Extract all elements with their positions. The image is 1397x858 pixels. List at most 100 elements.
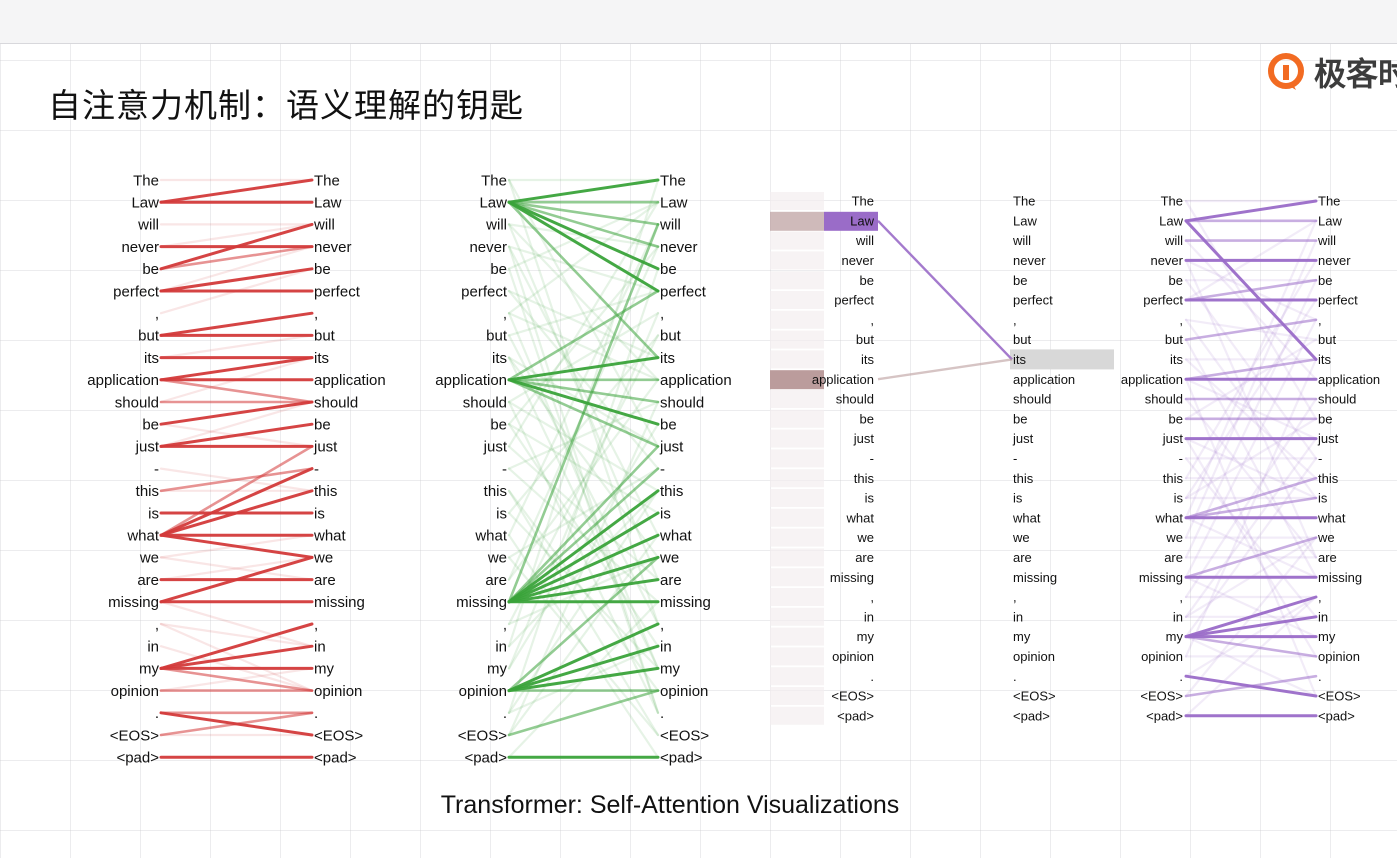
token-left-its: its: [1170, 352, 1184, 367]
token-right-punct: -: [314, 461, 319, 478]
token-left-is: is: [865, 491, 875, 506]
token-left-be: be: [860, 411, 874, 426]
browser-top-bar: [0, 0, 1397, 44]
token-right-law: Law: [660, 194, 688, 211]
attention-line-faint: [159, 400, 314, 448]
token-right-is: is: [1318, 491, 1328, 506]
attention-line-strong: [159, 467, 314, 537]
attention-line-medium: [1184, 318, 1318, 341]
token-left-are: are: [137, 572, 159, 589]
attention-weight-bar: [770, 429, 824, 448]
token-right-its: its: [1318, 352, 1332, 367]
token-left-we: we: [1165, 530, 1183, 545]
attention-weight-bar: [770, 548, 824, 567]
token-right-application: application: [660, 372, 732, 389]
attention-line-strong: [507, 533, 660, 604]
attention-line-faint: [1184, 239, 1318, 539]
token-right-what: what: [1012, 510, 1041, 525]
attention-weight-bar: [770, 192, 824, 210]
token-right-perfect: perfect: [660, 283, 707, 300]
token-right-opinion: opinion: [1013, 649, 1055, 664]
token-left-application: application: [435, 372, 507, 389]
attention-line-faint: [507, 312, 660, 381]
token-left-just: just: [853, 431, 875, 446]
attention-line-faint: [1184, 199, 1318, 420]
attention-weight-bar: [770, 271, 824, 290]
attention-line-medium: [1184, 358, 1318, 381]
token-left-we: we: [856, 530, 874, 545]
attention-line-strong: [159, 622, 314, 670]
attention-line-medium: [159, 378, 314, 404]
token-left-punct: -: [870, 451, 874, 466]
token-left-the: The: [1161, 194, 1183, 209]
token-left-punct: ,: [1179, 590, 1183, 605]
token-right-but: but: [1013, 332, 1031, 347]
token-left-perfect: perfect: [1143, 293, 1183, 308]
token-right-eos: <EOS>: [1318, 689, 1361, 704]
token-right-are: are: [1318, 550, 1337, 565]
token-left-should: should: [836, 392, 874, 407]
attention-weight-bar: [770, 647, 824, 666]
token-left-just: just: [483, 439, 508, 456]
token-left-my: my: [139, 661, 159, 678]
attention-line-strong: [1184, 219, 1318, 361]
attention-line-faint: [507, 378, 660, 581]
attention-line-faint: [159, 223, 314, 248]
attention-weight-bar: [770, 310, 824, 329]
attention-line-faint: [1184, 417, 1318, 500]
attention-weight-bar: [770, 449, 824, 468]
token-right-what: what: [659, 527, 693, 544]
token-left-missing: missing: [1139, 570, 1183, 585]
token-right-law: Law: [314, 194, 342, 211]
token-right-punct: -: [660, 461, 665, 478]
token-left-its: its: [144, 350, 159, 367]
attention-line-medium: [1184, 476, 1318, 520]
attention-line-faint: [1184, 635, 1318, 698]
token-left-punct: .: [1179, 669, 1183, 684]
token-left-pad: <pad>: [1146, 708, 1183, 723]
attention-panel-red: [159, 178, 314, 759]
attention-line-faint: [507, 445, 660, 581]
attention-line-faint: [1184, 239, 1318, 381]
token-left-are: are: [1164, 550, 1183, 565]
token-left-what: what: [126, 527, 160, 544]
token-right-punct: ,: [1013, 590, 1017, 605]
attention-line-medium: [507, 200, 660, 359]
token-left-law: Law: [131, 194, 159, 211]
token-left-punct: ,: [155, 305, 159, 322]
token-left-punct: ,: [1179, 312, 1183, 327]
token-labels-purple: The The Law Law will will never never be be perfec…: [1121, 194, 1380, 724]
token-right-are: are: [1013, 550, 1032, 565]
token-right-is: is: [314, 505, 325, 522]
token-right-punct: ,: [1318, 590, 1322, 605]
token-right-just: just: [659, 439, 684, 456]
token-left-punct: ,: [503, 305, 507, 322]
attention-line-strong: [159, 533, 314, 559]
token-left-never: never: [121, 239, 159, 256]
attention-line-strong: [1184, 199, 1318, 223]
attention-line-faint: [1184, 259, 1318, 559]
token-left-never: never: [1150, 253, 1183, 268]
attention-weight-bar: [770, 390, 824, 408]
attention-line-medium: [1184, 496, 1318, 520]
token-right-opinion: opinion: [1318, 649, 1360, 664]
token-right-perfect: perfect: [314, 283, 361, 300]
token-left-missing: missing: [456, 594, 507, 611]
token-left-opinion: opinion: [832, 649, 874, 664]
attention-line-strong: [159, 422, 314, 448]
token-right-this: this: [660, 483, 683, 500]
attention-line-faint: [507, 289, 660, 337]
attention-line-strong: [507, 511, 660, 604]
attention-line-faint: [507, 356, 660, 670]
token-right-perfect: perfect: [1013, 293, 1053, 308]
token-right-never: never: [1318, 253, 1351, 268]
token-right-missing: missing: [1318, 570, 1362, 585]
token-left-application: application: [1121, 372, 1183, 387]
token-left-should: should: [1145, 392, 1183, 407]
token-left-its: its: [861, 352, 875, 367]
token-right-just: just: [1012, 431, 1034, 446]
attention-line-single: [877, 219, 1013, 361]
attention-line-strong: [507, 378, 660, 426]
token-left-punct: -: [1179, 451, 1183, 466]
token-left-its: its: [492, 350, 507, 367]
